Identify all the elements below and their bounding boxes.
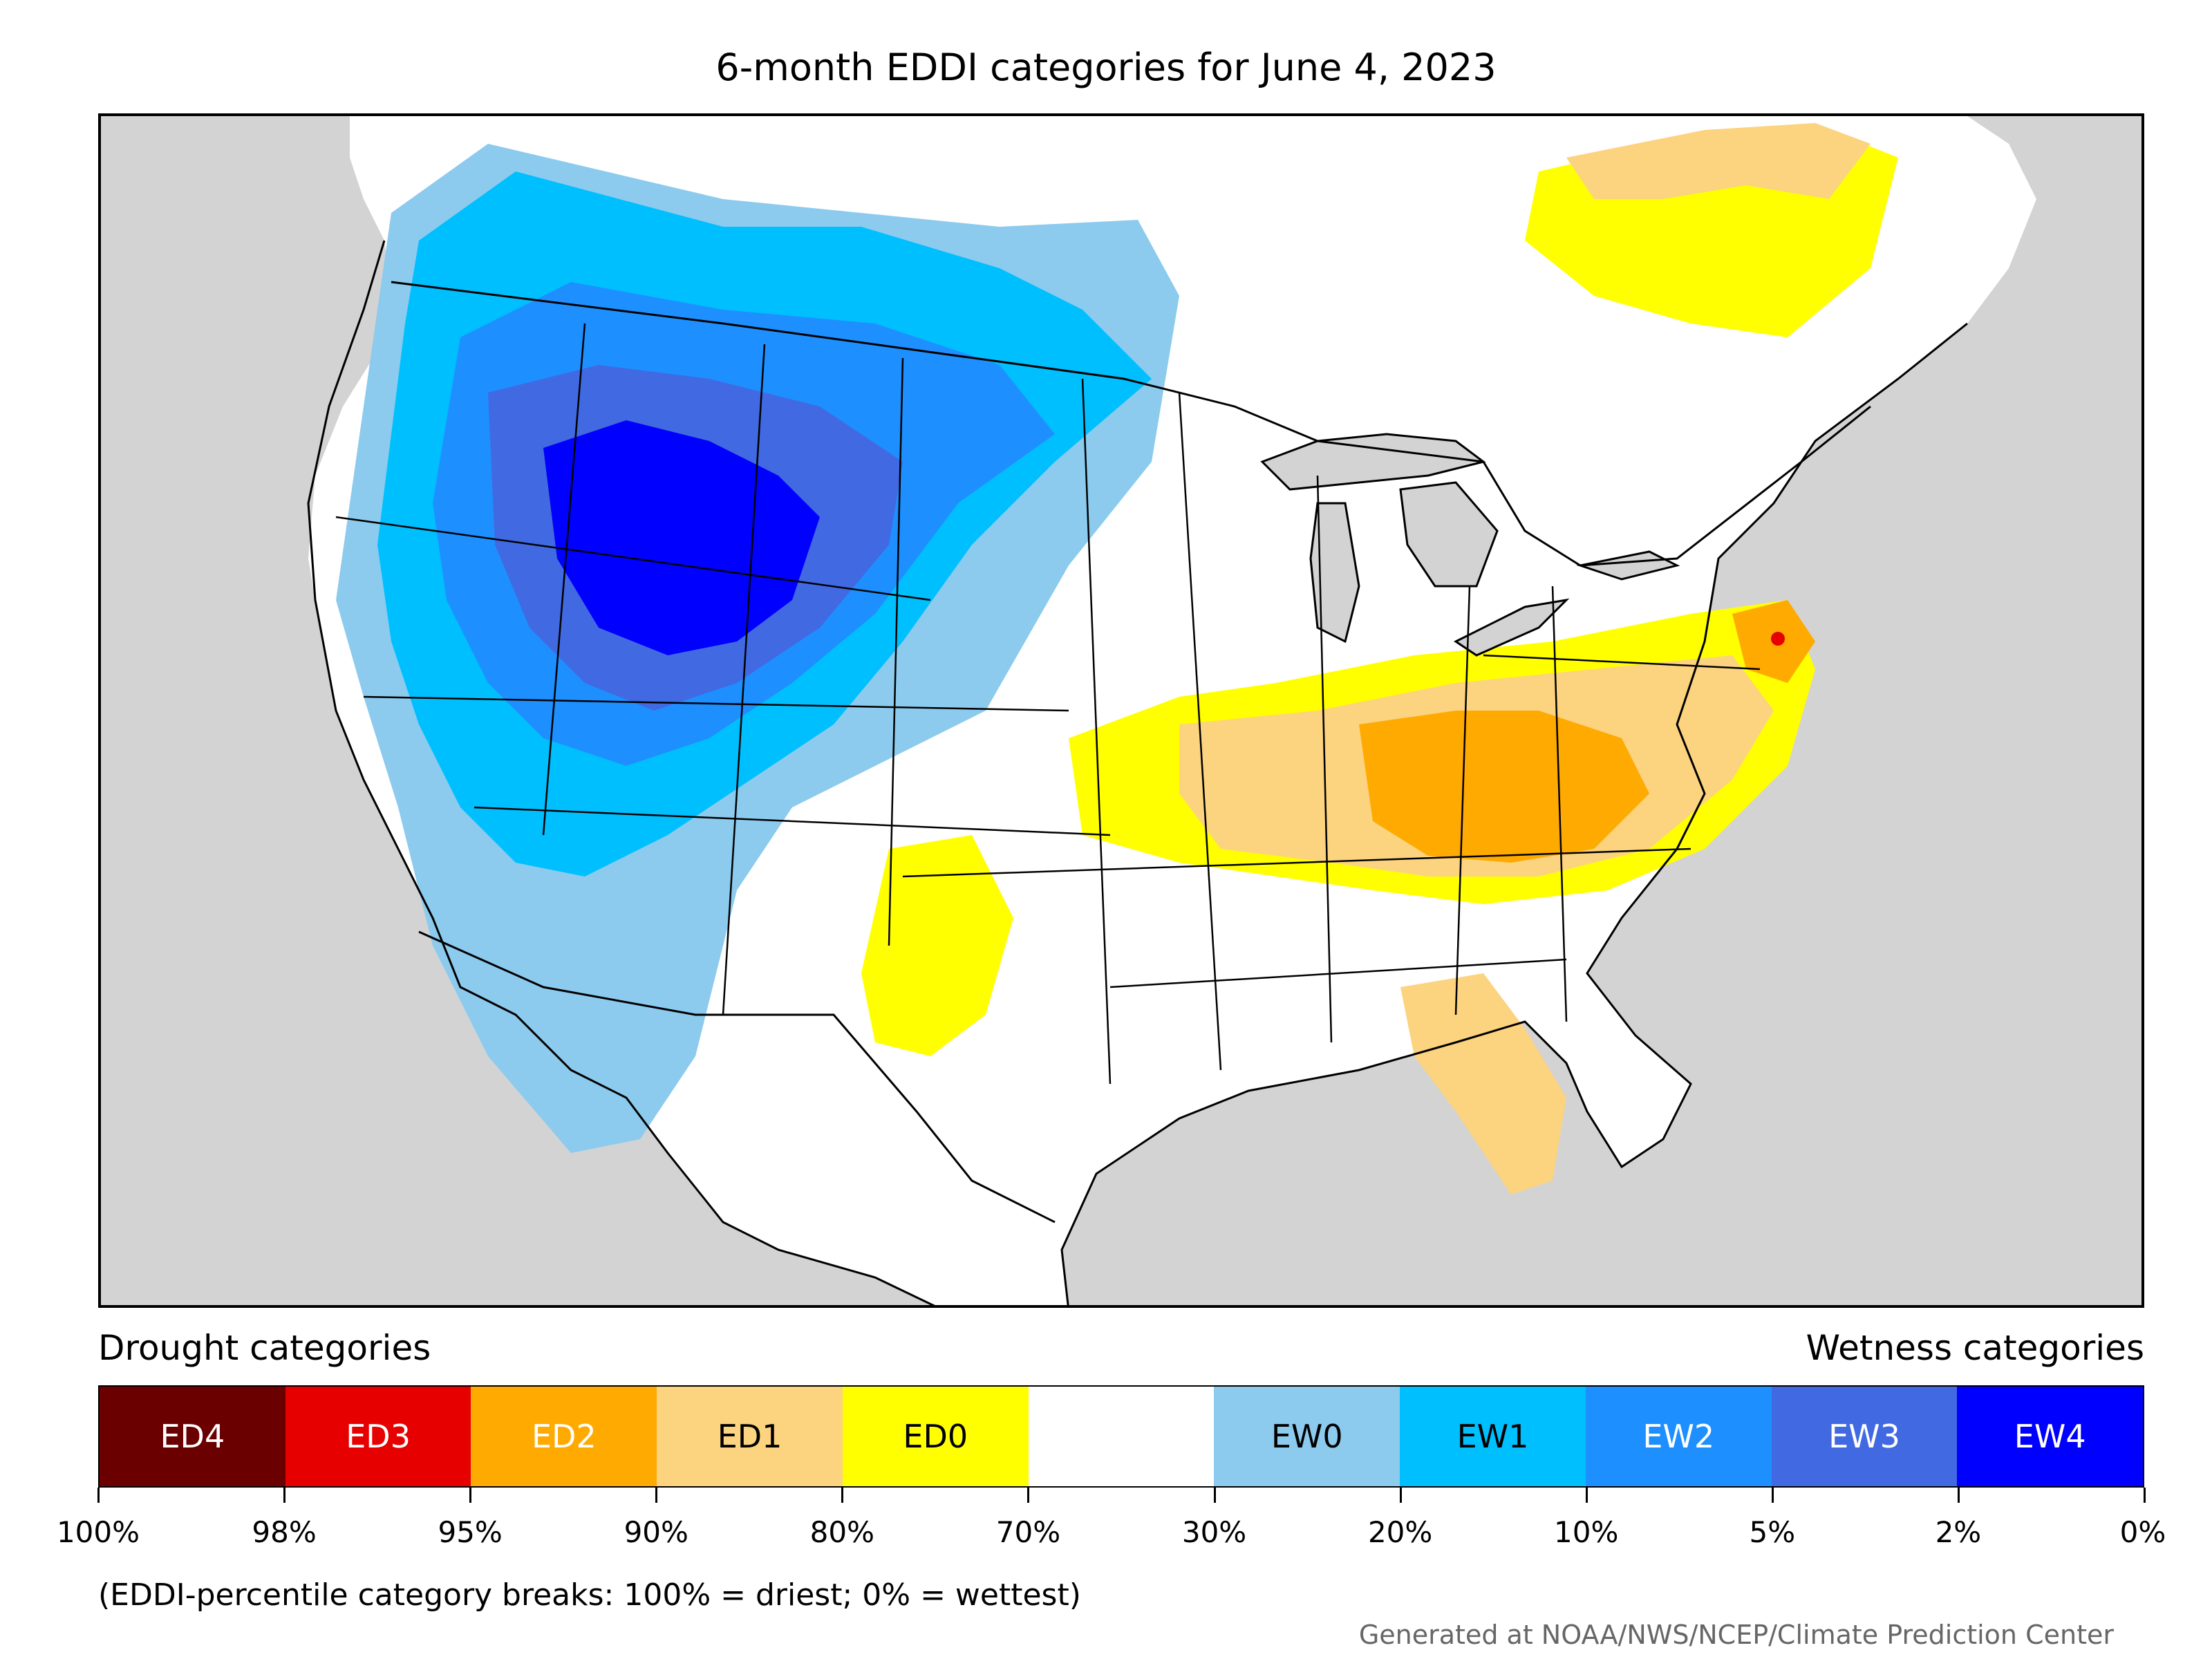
- region-ed3-ne: [1771, 632, 1785, 646]
- colorbar-tick-label: 5%: [1749, 1515, 1796, 1549]
- colorbar-tick-label: 90%: [624, 1515, 688, 1549]
- legend-cell-ew3: EW3: [1771, 1387, 1958, 1486]
- map-title: 6-month EDDI categories for June 4, 2023: [715, 46, 1497, 89]
- legend-cell-ew1: EW1: [1400, 1387, 1586, 1486]
- colorbar-tick-label: 2%: [1935, 1515, 1982, 1549]
- colorbar-tick-mark: [2144, 1488, 2146, 1503]
- legend-cell-ew4: EW4: [1957, 1387, 2144, 1486]
- colorbar-tick-label: 100%: [56, 1515, 140, 1549]
- colorbar-tick-label: 10%: [1554, 1515, 1619, 1549]
- lake-ontario: [1576, 550, 1680, 581]
- category-breaks-note: (EDDI-percentile category breaks: 100% =…: [98, 1577, 1081, 1613]
- colorbar-tick-mark: [1213, 1488, 1216, 1503]
- legend-cell-ed4: ED4: [100, 1387, 285, 1486]
- legend-cell-ew2: EW2: [1585, 1387, 1772, 1486]
- colorbar-tick-label: 98%: [252, 1515, 317, 1549]
- legend-cell-normal: [1028, 1387, 1215, 1486]
- lake-michigan: [1309, 502, 1360, 644]
- gulf-coast: [1060, 322, 1968, 1305]
- us-canada-border: [391, 281, 1871, 567]
- us-mexico-border: [418, 930, 1056, 1224]
- colorbar-tick-label: 20%: [1367, 1515, 1433, 1549]
- wetness-categories-heading: Wetness categories: [1806, 1328, 2144, 1368]
- lake-huron: [1399, 481, 1499, 588]
- region-ed1-quebec: [1566, 123, 1871, 199]
- colorbar-tick-mark: [1585, 1488, 1588, 1503]
- colorbar-tick-mark: [1027, 1488, 1030, 1503]
- colorbar-tick-label: 95%: [438, 1515, 503, 1549]
- colorbar-ticks: [97, 1488, 2146, 1504]
- eddi-map: [98, 113, 2144, 1308]
- colorbar-tick-mark: [1399, 1488, 1402, 1503]
- region-ew4: [543, 420, 820, 655]
- state-lines: [335, 323, 1761, 1085]
- colorbar-tick-label: 0%: [2119, 1515, 2166, 1549]
- region-ed2-ohio-valley: [1359, 711, 1649, 863]
- colorbar-tick-mark: [469, 1488, 472, 1503]
- colorbar-tick-mark: [1771, 1488, 1774, 1503]
- region-ed0-southplains: [861, 835, 1013, 1056]
- colorbar-tick-label: 70%: [995, 1515, 1061, 1549]
- legend-cell-ew0: EW0: [1214, 1387, 1400, 1486]
- legend-cell-ed0: ED0: [842, 1387, 1029, 1486]
- colorbar-tick-label: 80%: [809, 1515, 875, 1549]
- colorbar-tick-mark: [97, 1488, 100, 1503]
- legend-cell-ed3: ED3: [285, 1387, 471, 1486]
- category-colorbar: ED4 ED3 ED2 ED1 ED0 EW0 EW1 EW2 EW3 EW4: [98, 1385, 2144, 1488]
- legend-cell-ed2: ED2: [471, 1387, 657, 1486]
- drought-categories-heading: Drought categories: [98, 1328, 431, 1368]
- credit-text: Generated at NOAA/NWS/NCEP/Climate Predi…: [1358, 1620, 2114, 1650]
- lake-erie: [1454, 598, 1570, 657]
- colorbar-tick-mark: [1957, 1488, 1960, 1503]
- colorbar-tick-mark: [283, 1488, 286, 1503]
- region-ed1-southeast: [1400, 973, 1566, 1194]
- coastline: [307, 240, 935, 1305]
- legend-cell-ed1: ED1: [657, 1387, 843, 1486]
- colorbar-tick-mark: [655, 1488, 658, 1503]
- colorbar-tick-label: 30%: [1181, 1515, 1247, 1549]
- colorbar-tick-mark: [841, 1488, 844, 1503]
